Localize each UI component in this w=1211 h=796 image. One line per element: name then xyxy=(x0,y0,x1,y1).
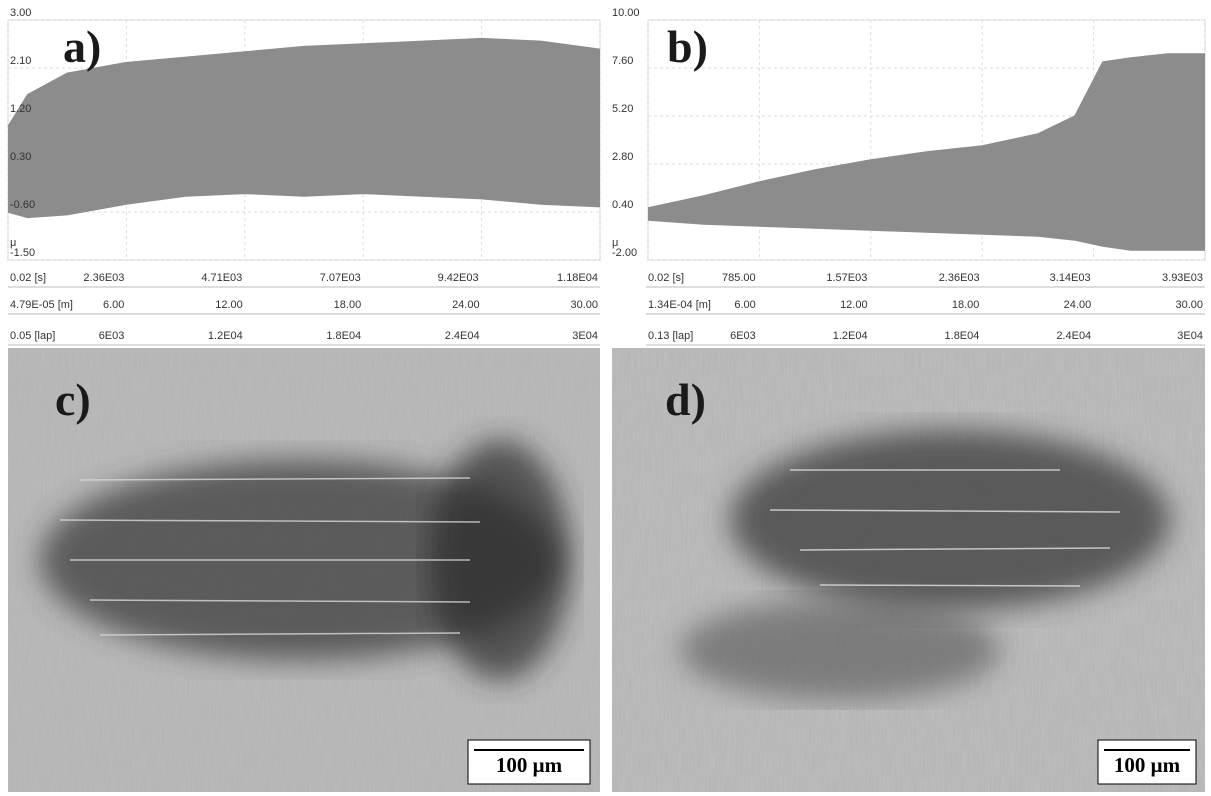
x-tick-label: 1.57E03 xyxy=(826,272,867,284)
x-tick-label: 2.36E03 xyxy=(939,272,980,284)
x-tick-label: 3.14E03 xyxy=(1050,272,1091,284)
x-tick-label: 2.4E04 xyxy=(1056,330,1091,342)
y-tick-label: 7.60 xyxy=(612,55,633,67)
x-tick-label: 1.8E04 xyxy=(326,330,361,342)
x-tick-label: 6.00 xyxy=(734,299,755,311)
x-tick-label: 0.13 [lap] xyxy=(648,330,693,342)
y-tick-label: 5.20 xyxy=(612,103,633,115)
x-tick-label: 1.2E04 xyxy=(833,330,868,342)
y-tick-label: 2.80 xyxy=(612,151,633,163)
x-tick-label: 12.00 xyxy=(840,299,868,311)
panel-label: d) xyxy=(665,374,706,425)
x-tick-label: 1.34E-04 [m] xyxy=(648,299,711,311)
panel-label: a) xyxy=(63,21,101,72)
x-tick-label: 7.07E03 xyxy=(320,272,361,284)
x-tick-label: 6E03 xyxy=(730,330,756,342)
x-tick-label: 30.00 xyxy=(1175,299,1203,311)
x-tick-label: 2.36E03 xyxy=(83,272,124,284)
x-tick-label: 12.00 xyxy=(215,299,243,311)
micrograph-c xyxy=(8,348,600,792)
x-tick-label: 24.00 xyxy=(1064,299,1092,311)
y-tick-label: 0.30 xyxy=(10,151,31,163)
x-tick-label: 18.00 xyxy=(952,299,980,311)
x-tick-label: 24.00 xyxy=(452,299,480,311)
x-tick-label: 6.00 xyxy=(103,299,124,311)
x-tick-label: 1.8E04 xyxy=(945,330,980,342)
x-tick-label: 4.79E-05 [m] xyxy=(10,299,73,311)
y-tick-label: 2.10 xyxy=(10,55,31,67)
x-tick-label: 18.00 xyxy=(334,299,362,311)
x-tick-label: 30.00 xyxy=(570,299,598,311)
x-tick-label: 3E04 xyxy=(1177,330,1203,342)
panel-label: c) xyxy=(55,374,91,425)
x-tick-label: 4.71E03 xyxy=(201,272,242,284)
x-tick-label: 785.00 xyxy=(722,272,756,284)
y-tick-label: -0.60 xyxy=(10,199,35,211)
x-tick-label: 3.93E03 xyxy=(1162,272,1203,284)
y-tick-label: 1.20 xyxy=(10,103,31,115)
x-tick-label: 3E04 xyxy=(572,330,598,342)
y-tick-label: 3.00 xyxy=(10,7,31,19)
panel-label: b) xyxy=(667,21,708,72)
y-axis-label: μ xyxy=(612,237,618,249)
x-tick-label: 1.18E04 xyxy=(557,272,598,284)
figure: c) 100 μm d) 100 μm 3.00 2.10 1.20 0.30 -0.6… xyxy=(0,0,1211,796)
y-tick-label: 0.40 xyxy=(612,199,633,211)
x-tick-label: 6E03 xyxy=(99,330,125,342)
y-tick-label: 10.00 xyxy=(612,7,640,19)
x-tick-label: 0.02 [s] xyxy=(10,272,46,284)
y-axis-label: μ xyxy=(10,237,16,249)
x-tick-label: 0.05 [lap] xyxy=(10,330,55,342)
scale-bar-label: 100 μm xyxy=(496,753,563,777)
x-tick-label: 9.42E03 xyxy=(438,272,479,284)
scale-bar-label: 100 μm xyxy=(1114,753,1181,777)
x-tick-label: 0.02 [s] xyxy=(648,272,684,284)
x-tick-label: 2.4E04 xyxy=(445,330,480,342)
x-tick-label: 1.2E04 xyxy=(208,330,243,342)
